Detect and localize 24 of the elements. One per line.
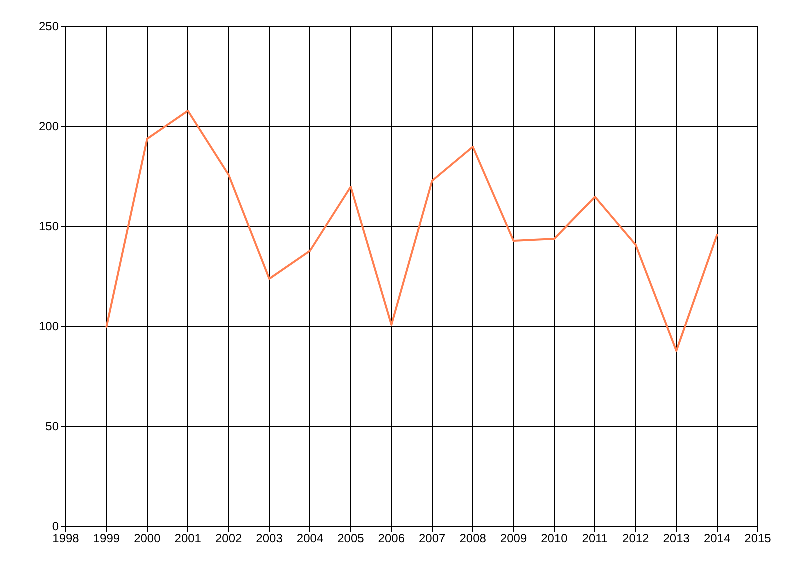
y-tick-label: 200 — [38, 119, 60, 134]
x-tick-label: 2005 — [338, 532, 365, 546]
y-tick-label: 0 — [52, 519, 60, 534]
x-tick-label: 2011 — [582, 532, 608, 546]
x-tick-label: 2001 — [174, 532, 202, 546]
x-tick-label: 2014 — [704, 532, 731, 546]
y-tick-label: 250 — [38, 19, 60, 34]
x-tick-label: 1999 — [93, 532, 120, 546]
x-tick-label: 2000 — [134, 532, 162, 546]
y-tick-label: 50 — [46, 419, 60, 434]
y-tick-label: 100 — [38, 319, 60, 334]
x-tick-label: 1998 — [52, 532, 80, 546]
x-tick-label: 2012 — [622, 532, 650, 546]
x-tick-label: 2015 — [744, 532, 772, 546]
x-tick-label: 2009 — [500, 532, 528, 546]
x-tick-label: 2003 — [256, 532, 284, 546]
x-tick-label: 2004 — [296, 532, 324, 546]
x-tick-label: 2006 — [378, 532, 406, 546]
x-tick-label: 2007 — [419, 532, 446, 546]
x-tick-label: 2002 — [215, 532, 242, 546]
x-tick-label: 2008 — [460, 532, 487, 546]
x-tick-label: 2010 — [541, 532, 568, 546]
x-tick-label: 2013 — [663, 532, 690, 546]
y-tick-label: 150 — [38, 219, 60, 234]
